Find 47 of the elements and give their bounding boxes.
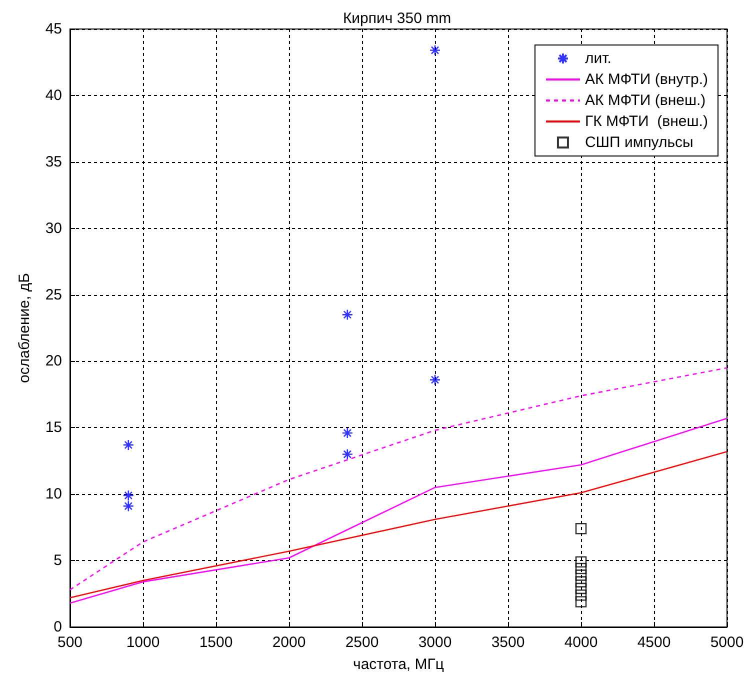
point xyxy=(575,596,587,608)
y-tick-label: 30 xyxy=(45,220,62,237)
x-axis-title: частота, МГц xyxy=(353,656,444,673)
y-tick-label: 20 xyxy=(45,352,62,370)
y-tick-label: 0 xyxy=(54,618,62,636)
point xyxy=(575,576,587,588)
y-axis-title: ослабление, дБ xyxy=(16,272,33,383)
point xyxy=(575,556,587,568)
point xyxy=(122,500,134,512)
point xyxy=(575,523,587,534)
point xyxy=(122,439,134,451)
legend-label: СШП импульсы xyxy=(584,134,694,151)
x-tick-label: 2000 xyxy=(272,634,306,651)
legend-label: АК МФТИ (внеш.) xyxy=(584,92,706,109)
chart-title: Кирпич 350 mm xyxy=(342,10,452,27)
x-tick-label: 1000 xyxy=(126,634,160,651)
point xyxy=(122,490,134,502)
y-tick-label: 5 xyxy=(54,552,62,570)
x-tick-label: 4000 xyxy=(564,634,598,651)
point xyxy=(575,582,587,594)
point xyxy=(575,570,587,581)
point xyxy=(429,44,441,56)
point xyxy=(342,309,354,320)
y-tick-label: 45 xyxy=(45,20,62,38)
x-tick-label: 3000 xyxy=(418,634,452,651)
line-series xyxy=(69,367,728,590)
y-tick-label: 35 xyxy=(45,153,62,170)
y-tick-label: 15 xyxy=(45,419,62,436)
y-tick-label: 10 xyxy=(45,486,62,503)
x-tick-label: 5000 xyxy=(710,634,744,651)
line-series xyxy=(69,418,728,604)
x-tick-label: 2500 xyxy=(345,634,379,651)
legend-label: ГК МФТИ (внеш.) xyxy=(584,113,708,130)
point xyxy=(342,427,354,439)
y-tick-label: 40 xyxy=(45,86,62,104)
point xyxy=(342,448,354,460)
line-series xyxy=(69,450,728,598)
x-tick-label: 500 xyxy=(57,634,83,651)
x-tick-label: 4500 xyxy=(637,634,671,651)
point xyxy=(575,589,587,601)
point xyxy=(429,374,441,386)
legend-label: АК МФТИ (внутр.) xyxy=(584,71,708,88)
y-tick-label: 25 xyxy=(45,286,62,304)
x-tick-label: 3500 xyxy=(491,634,525,651)
legend-label: лит. xyxy=(584,50,612,67)
point xyxy=(575,562,587,574)
x-tick-label: 1500 xyxy=(199,634,233,651)
